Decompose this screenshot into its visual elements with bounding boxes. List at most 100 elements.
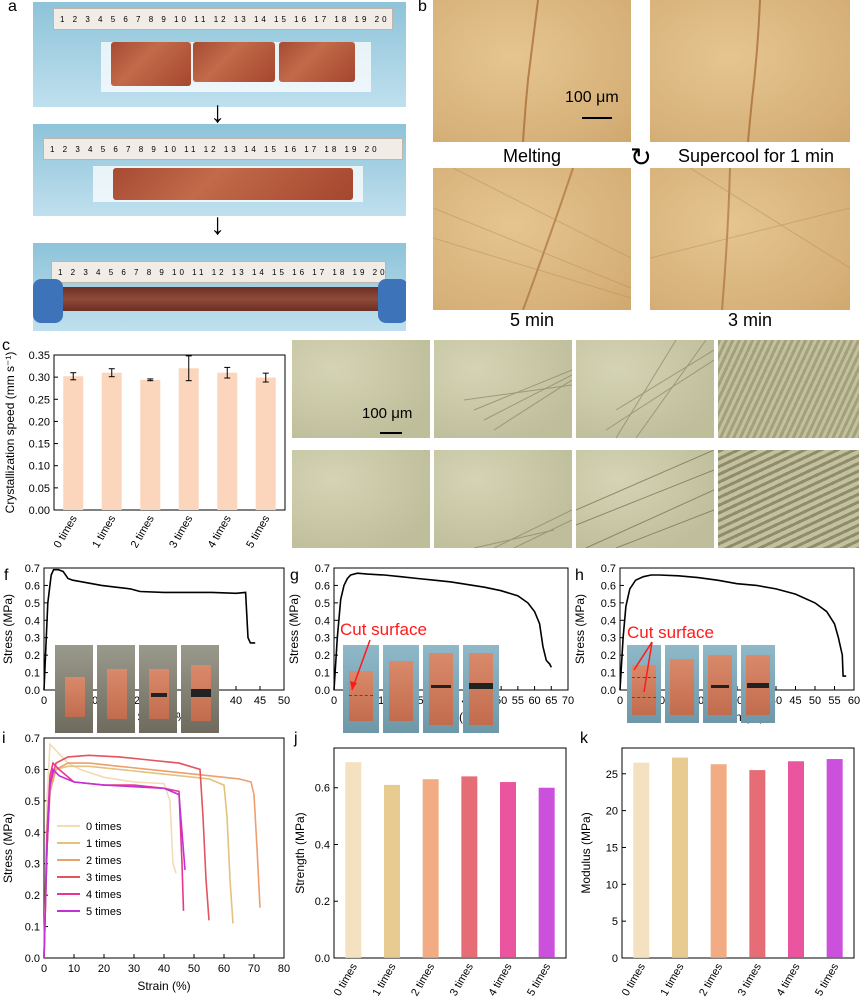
y-tick-label: 0.3	[601, 633, 616, 645]
bar	[538, 787, 555, 958]
caption-melting: Melting	[502, 146, 562, 166]
y-axis-label: Crystallization speed (mm s⁻¹)	[3, 352, 17, 514]
cut-surface-label-h: Cut surface	[627, 623, 714, 642]
y-tick-label: 0.2	[25, 650, 40, 662]
y-tick-label: 0.0	[315, 953, 330, 965]
bar	[217, 372, 238, 510]
micrograph-e2	[434, 450, 572, 548]
y-tick-label: 0.1	[601, 668, 616, 680]
y-tick-label: 0.20	[29, 416, 50, 428]
inset-h	[627, 645, 777, 723]
scale-bar	[582, 117, 612, 119]
inset-g	[343, 645, 503, 733]
x-category-label: 5 times	[244, 513, 272, 550]
x-category-label: 4 times	[774, 961, 802, 998]
x-tick-label: 70	[248, 963, 260, 975]
scale-bar-label-d: 100 μm	[362, 405, 413, 422]
micrograph-e3	[576, 450, 714, 548]
bar	[422, 779, 439, 958]
ruler: 1 2 3 4 5 6 7 8 9 10 11 12 13 14 15 16 1…	[51, 261, 386, 283]
x-category-label: 4 times	[206, 513, 234, 550]
x-category-label: 0 times	[620, 961, 648, 998]
panel-label-i: i	[2, 730, 6, 747]
y-tick-label: 0.0	[25, 685, 40, 697]
y-axis-label: Modulus (MPa)	[579, 812, 593, 893]
legend-label: 0 times	[86, 821, 122, 833]
panel-label-f: f	[4, 567, 9, 584]
micrograph-d1	[292, 340, 430, 438]
plot-frame	[621, 747, 855, 959]
x-tick-label: 50	[188, 963, 200, 975]
y-tick-label: 5	[612, 916, 618, 928]
series-line	[43, 767, 186, 959]
y-tick-label: 0.0	[315, 685, 330, 697]
y-tick-label: 0.5	[315, 598, 330, 610]
x-tick-label: 20	[98, 963, 110, 975]
legend-label: 3 times	[86, 872, 122, 884]
rotate-arrow-icon: ↻	[630, 142, 652, 172]
bar	[345, 762, 362, 958]
panel-label-c: c	[2, 337, 10, 354]
cut-surface-label-g: Cut surface	[340, 620, 427, 639]
y-tick-label: 0.35	[29, 350, 50, 362]
y-axis-label: Stress (MPa)	[1, 594, 15, 664]
y-tick-label: 0.4	[601, 615, 616, 627]
y-tick-label: 0.1	[25, 922, 40, 934]
y-axis-label: Strength (MPa)	[293, 812, 307, 893]
series-line	[43, 762, 261, 959]
y-tick-label: 0.6	[315, 580, 330, 592]
x-category-label: 0 times	[332, 961, 360, 998]
y-tick-label: 0.3	[315, 633, 330, 645]
y-tick-label: 20	[606, 806, 618, 818]
x-tick-label: 0	[617, 695, 623, 707]
x-tick-label: 45	[254, 695, 266, 707]
y-tick-label: 0.2	[25, 890, 40, 902]
inset-f	[55, 645, 225, 733]
chart-c: 0.00 0.05 0.10 0.15 0.20 0.25 0.30 0.35 Crystall…	[3, 350, 286, 550]
bar	[63, 376, 84, 510]
y-tick-label: 0.4	[315, 615, 330, 627]
bar	[788, 761, 804, 958]
micrograph-3min	[650, 168, 850, 310]
x-category-label: 2 times	[697, 961, 725, 998]
y-axis-label: Stress (MPa)	[1, 813, 15, 883]
photo-samples-joined: 1 2 3 4 5 6 7 8 9 10 11 12 13 14 15 16 1…	[33, 124, 406, 216]
bar	[178, 368, 199, 510]
y-tick-label: 0.6	[25, 764, 40, 776]
y-axis-label: Stress (MPa)	[287, 594, 301, 664]
x-category-label: 5 times	[525, 961, 553, 998]
legend-label: 4 times	[86, 889, 122, 901]
photo-samples-separate: 1 2 3 4 5 6 7 8 9 10 11 12 13 14 15 16 1…	[33, 2, 406, 107]
y-tick-label: 0.1	[315, 668, 330, 680]
y-tick-label: 0.15	[29, 439, 50, 451]
arrow-down-icon: ↓	[210, 96, 225, 129]
y-tick-label: 0.0	[25, 953, 40, 965]
y-tick-label: 0	[612, 953, 618, 965]
y-tick-label: 0.6	[25, 580, 40, 592]
bar	[140, 379, 161, 510]
x-category-label: 4 times	[486, 961, 514, 998]
panel-label-a: a	[8, 0, 17, 15]
x-tick-label: 50	[809, 695, 821, 707]
legend-label: 2 times	[86, 855, 122, 867]
plot-frame	[333, 747, 567, 959]
micrograph-melting	[433, 0, 631, 142]
chart-k: 0 5 10 15 20 25 Modulus (MPa) 0 times 1 times 2 t…	[579, 747, 855, 998]
micrograph-5min	[433, 168, 631, 310]
micrograph-supercool	[650, 0, 850, 142]
y-tick-label: 0.6	[601, 580, 616, 592]
legend-label: 1 times	[86, 838, 122, 850]
y-tick-label: 0.3	[25, 633, 40, 645]
panel-label-b: b	[418, 0, 427, 15]
chart-i: 0.0 0.1 0.2 0.3 0.4 0.5 0.6 0.7 Stress (MPa) 0 10 2…	[1, 733, 290, 993]
y-tick-label: 0.4	[25, 615, 40, 627]
y-tick-label: 25	[606, 769, 618, 781]
panel-label-h: h	[575, 567, 584, 584]
y-tick-label: 0.2	[315, 896, 330, 908]
plot-frame	[53, 354, 286, 511]
x-tick-label: 40	[230, 695, 242, 707]
x-tick-label: 40	[158, 963, 170, 975]
caption-5min: 5 min	[509, 310, 554, 330]
x-tick-label: 60	[218, 963, 230, 975]
bar	[461, 776, 478, 958]
